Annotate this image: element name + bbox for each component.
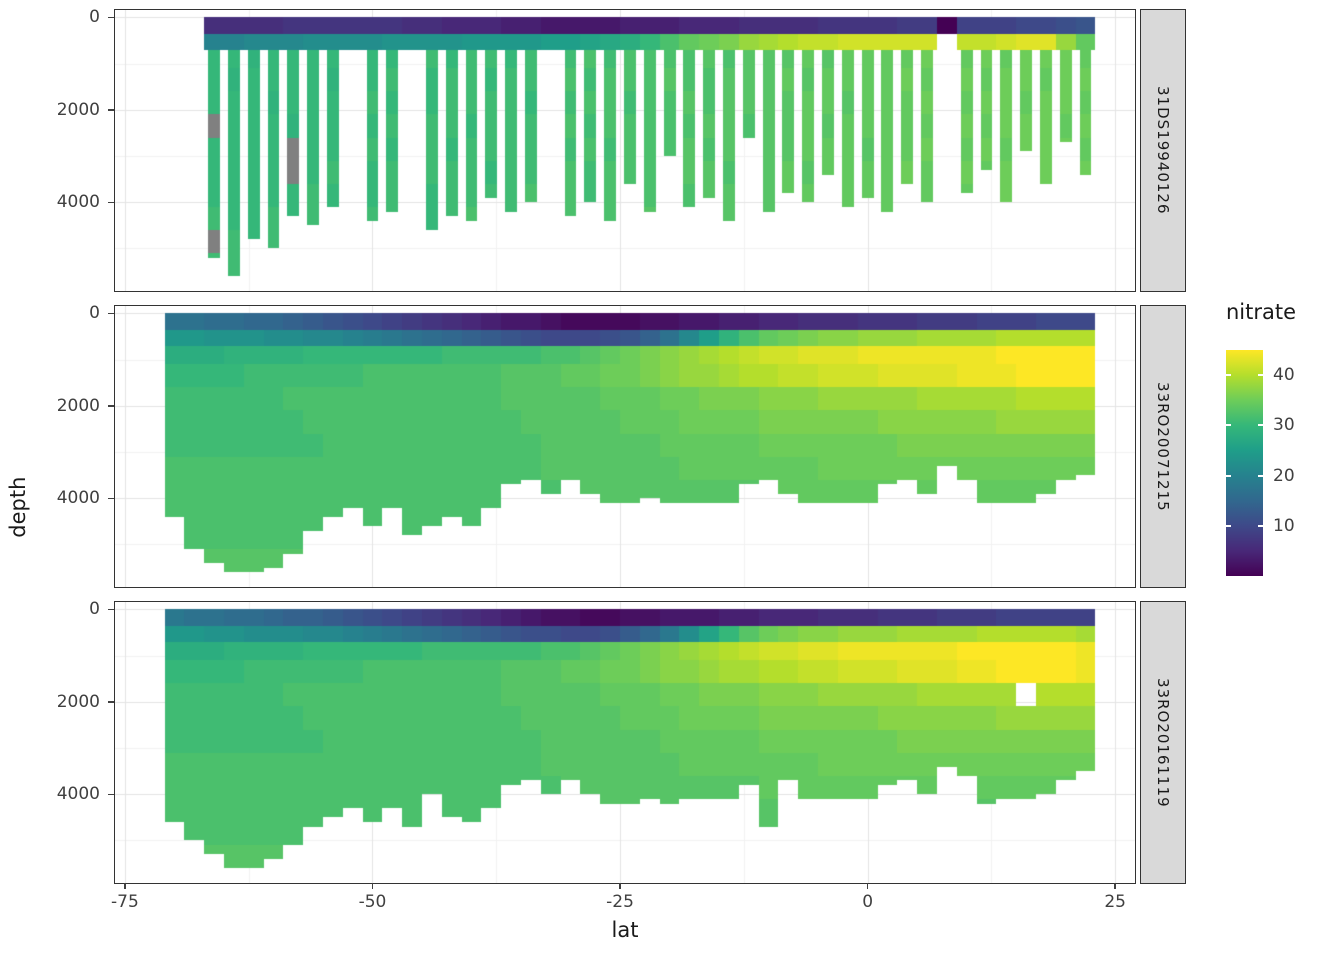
- legend-tick-mark: [1258, 374, 1263, 377]
- x-axis-title: lat: [611, 918, 639, 942]
- y-axis-title: depth: [6, 476, 30, 538]
- facet-strip-label: 33RO20161119: [1154, 677, 1172, 808]
- y-axis-tick-mark: [108, 201, 114, 203]
- y-axis-tick-mark: [108, 16, 114, 19]
- legend-tick-mark: [1226, 474, 1231, 477]
- legend-tick-label: 30: [1273, 415, 1295, 436]
- legend-tick-mark: [1258, 424, 1263, 427]
- facet-panel: [114, 601, 1136, 884]
- x-axis-tick-mark: [1114, 883, 1116, 889]
- x-axis-tick-mark: [124, 883, 126, 889]
- legend-tick-mark: [1226, 374, 1231, 377]
- facet-strip-label: 31DS19940126: [1154, 86, 1172, 215]
- y-axis-tick-mark: [108, 109, 114, 111]
- facet-strip: 33RO20071215: [1140, 305, 1186, 588]
- y-axis-tick-label: 0: [89, 303, 100, 324]
- legend-tick-mark: [1226, 524, 1231, 527]
- x-axis-tick-label: 0: [862, 892, 874, 912]
- legend-tick-label: 40: [1273, 365, 1295, 386]
- legend-tick-label: 20: [1273, 465, 1295, 486]
- x-axis-tick-label: -50: [358, 892, 387, 912]
- heatmap-canvas: [115, 306, 1135, 587]
- facet-panel: [114, 305, 1136, 588]
- legend-tick-mark: [1258, 474, 1263, 477]
- legend-tick-mark: [1226, 424, 1231, 427]
- y-axis-tick-mark: [108, 793, 114, 795]
- x-axis-tick-label: -75: [111, 892, 139, 912]
- y-axis-tick-mark: [108, 701, 114, 703]
- legend-tick-mark: [1258, 524, 1263, 527]
- colorbar-legend: nitrate: [1212, 300, 1342, 600]
- y-axis-tick-label: 2000: [56, 99, 100, 120]
- y-axis-tick-label: 2000: [56, 395, 100, 416]
- y-axis-tick-label: 0: [89, 599, 100, 620]
- facet-strip-label: 33RO20071215: [1154, 381, 1172, 512]
- y-axis-tick-mark: [108, 497, 114, 499]
- y-axis-tick-mark: [108, 405, 114, 407]
- y-axis-tick-label: 4000: [56, 784, 100, 805]
- x-axis-tick-label: -25: [606, 892, 634, 912]
- x-axis-tick-label: 25: [1104, 892, 1127, 912]
- heatmap-canvas: [115, 602, 1135, 883]
- legend-colorbar: [1226, 350, 1263, 576]
- x-axis-tick-mark: [866, 883, 869, 889]
- heatmap-canvas: [115, 10, 1135, 291]
- facet-panel: [114, 9, 1136, 292]
- y-axis-tick-mark: [108, 312, 114, 315]
- x-axis-tick-mark: [371, 883, 374, 889]
- y-axis-tick-mark: [108, 608, 114, 611]
- x-axis-tick-mark: [619, 883, 621, 889]
- y-axis-tick-label: 4000: [56, 488, 100, 509]
- legend-title: nitrate: [1226, 300, 1297, 324]
- facet-strip: 31DS19940126: [1140, 9, 1186, 292]
- y-axis-tick-label: 0: [89, 7, 100, 28]
- y-axis-tick-label: 4000: [56, 192, 100, 213]
- y-axis-tick-label: 2000: [56, 691, 100, 712]
- legend-tick-label: 10: [1273, 515, 1295, 536]
- facet-strip: 33RO20161119: [1140, 601, 1186, 884]
